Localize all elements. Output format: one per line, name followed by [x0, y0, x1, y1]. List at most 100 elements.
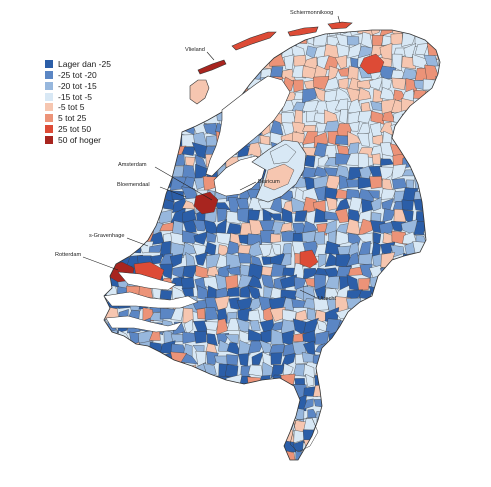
municipality-cell	[138, 219, 153, 236]
municipality-cell	[337, 464, 349, 478]
municipality-cell	[104, 388, 106, 398]
municipality-cell	[206, 351, 219, 366]
municipality-cell	[225, 79, 241, 93]
municipality-cell	[181, 66, 195, 80]
municipality-cell	[325, 418, 340, 431]
municipality-cell	[249, 320, 261, 332]
municipality-cell	[164, 431, 177, 440]
municipality-cell	[346, 451, 361, 460]
municipality-cell	[104, 331, 108, 342]
municipality-cell	[380, 188, 397, 200]
municipality-cell	[126, 385, 141, 401]
municipality-cell	[423, 221, 440, 233]
municipality-cell	[128, 230, 138, 244]
municipality-cell	[104, 266, 108, 280]
municipality-cell	[104, 244, 110, 256]
municipality-cell	[148, 168, 163, 181]
municipality-cell	[357, 330, 372, 343]
municipality-cell	[414, 388, 425, 398]
municipality-cell	[406, 274, 417, 289]
municipality-cell	[435, 262, 440, 280]
municipality-cell	[238, 452, 251, 460]
municipality-cell	[422, 322, 438, 335]
municipality-cell	[117, 387, 131, 401]
municipality-cell	[104, 339, 119, 357]
municipality-cell	[373, 333, 383, 341]
municipality-cell	[107, 422, 120, 432]
municipality-cell	[416, 428, 427, 442]
municipality-cell	[127, 351, 142, 368]
municipality-cell	[163, 79, 174, 90]
municipality-cell	[137, 30, 151, 38]
municipality-cell	[148, 144, 165, 158]
municipality-cell	[104, 145, 121, 157]
municipality-cell	[401, 406, 418, 420]
municipality-cell	[104, 377, 118, 388]
municipality-cell	[226, 211, 241, 224]
municipality-cell	[195, 252, 208, 266]
municipality-cell	[149, 395, 165, 410]
municipality-cell	[402, 287, 417, 299]
municipality-cell	[349, 440, 361, 453]
municipality-cell	[356, 363, 374, 377]
municipality-cell	[425, 363, 437, 377]
municipality-cell	[137, 131, 150, 148]
municipality-cell	[383, 328, 392, 345]
municipality-cell-highlight	[193, 191, 219, 215]
municipality-cell	[118, 145, 132, 159]
municipality-cell	[160, 45, 175, 56]
municipality-cell	[115, 89, 130, 103]
municipality-cell	[424, 384, 440, 398]
municipality-cell	[402, 354, 418, 368]
municipality-cell	[148, 198, 162, 212]
municipality-cell	[336, 421, 353, 435]
municipality-cell	[302, 87, 317, 104]
municipality-cell	[240, 383, 253, 399]
label-s-gravenhage: s-Gravenhage	[89, 233, 124, 239]
municipality-cell	[236, 419, 252, 433]
municipality-cell	[423, 210, 439, 222]
municipality-cell	[379, 221, 396, 234]
municipality-cell	[158, 122, 176, 136]
municipality-cell	[412, 241, 426, 258]
municipality-cell	[115, 351, 133, 368]
municipality-cell	[147, 76, 160, 93]
municipality-cell	[413, 121, 428, 134]
municipality-cell	[336, 353, 349, 368]
legend-label: -5 tot 5	[58, 102, 85, 113]
municipality-cell	[391, 439, 407, 455]
municipality-cell	[149, 341, 163, 357]
municipality-cell	[434, 242, 440, 257]
municipality-cell	[219, 464, 227, 474]
municipality-cell	[131, 364, 142, 379]
municipality-cell	[172, 197, 186, 214]
municipality-cell	[435, 75, 440, 89]
municipality-cell	[118, 209, 132, 221]
municipality-cell	[401, 462, 415, 474]
municipality-cell	[127, 441, 140, 456]
municipality-cell	[216, 65, 230, 80]
municipality-cell	[435, 164, 440, 179]
municipality-cell	[424, 353, 437, 369]
municipality-cell	[357, 153, 369, 169]
municipality-cell	[114, 340, 129, 356]
legend-swatch	[45, 125, 53, 134]
municipality-cell	[372, 232, 382, 246]
municipality-cell	[436, 111, 440, 124]
municipality-cell	[138, 199, 153, 215]
municipality-cell	[336, 384, 348, 400]
municipality-cell	[247, 275, 263, 289]
municipality-cell	[236, 77, 250, 92]
municipality-cell	[115, 197, 130, 214]
municipality-cell	[249, 48, 263, 60]
municipality-cell	[138, 386, 150, 398]
municipality-cell	[180, 387, 198, 399]
municipality-cell	[347, 420, 362, 430]
estuaries	[103, 271, 199, 333]
municipality-cell	[402, 300, 416, 312]
municipality-cell	[141, 110, 150, 125]
municipality-cell	[401, 219, 418, 236]
municipality-cell	[437, 197, 440, 214]
municipality-cell	[162, 132, 175, 148]
markermeer	[213, 155, 267, 197]
